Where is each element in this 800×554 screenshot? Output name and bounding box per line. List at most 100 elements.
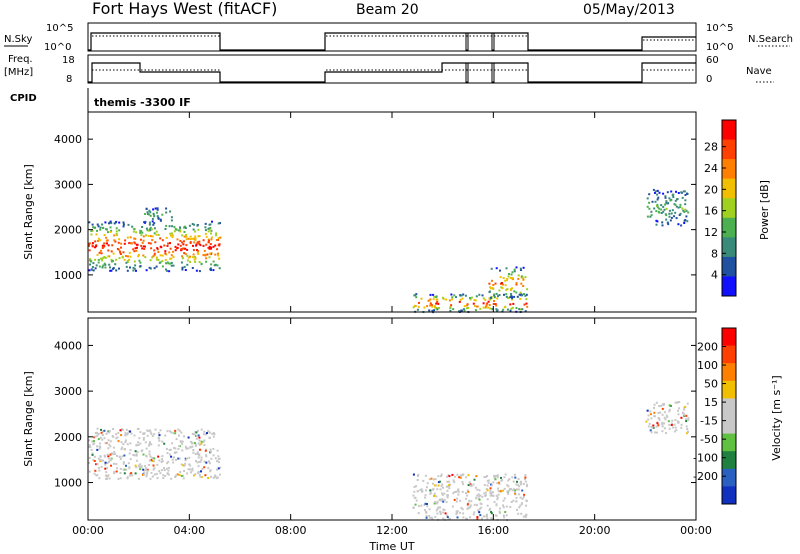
colorbar-segment bbox=[722, 198, 736, 219]
echo-cell bbox=[658, 207, 661, 210]
echo-cell bbox=[172, 255, 175, 258]
echo-cell bbox=[134, 264, 137, 267]
echo-cell bbox=[186, 263, 189, 266]
echo-cell bbox=[677, 192, 680, 194]
echo-cell bbox=[118, 221, 121, 224]
echo-cell bbox=[449, 309, 452, 312]
echo-cell bbox=[187, 237, 190, 240]
echo-cell bbox=[132, 269, 135, 272]
echo-cell bbox=[453, 481, 456, 484]
echo-cell bbox=[490, 267, 493, 270]
echo-cell bbox=[212, 269, 215, 272]
echo-cell bbox=[511, 287, 513, 290]
echo-cell bbox=[149, 431, 152, 434]
echo-cell bbox=[157, 251, 160, 253]
echo-cell bbox=[525, 485, 528, 488]
echo-cell bbox=[462, 512, 465, 515]
echo-cell bbox=[457, 493, 460, 496]
echo-cell bbox=[440, 499, 443, 502]
echo-cell bbox=[511, 277, 514, 280]
echo-cell bbox=[197, 228, 200, 231]
echo-cell bbox=[150, 247, 153, 250]
echo-cell bbox=[110, 458, 112, 461]
echo-cell bbox=[677, 223, 680, 226]
echo-cell bbox=[212, 260, 215, 263]
echo-cell bbox=[652, 188, 655, 191]
echo-cell bbox=[648, 193, 651, 196]
echo-cell bbox=[674, 211, 677, 214]
echo-cell bbox=[90, 230, 93, 232]
echo-cell bbox=[469, 484, 472, 487]
echo-cell bbox=[144, 256, 147, 259]
x-tick-label: 00:00 bbox=[72, 524, 104, 537]
echo-cell bbox=[153, 214, 155, 217]
echo-cell bbox=[190, 471, 192, 474]
echo-cell bbox=[160, 469, 163, 472]
echo-cell bbox=[89, 263, 91, 266]
echo-cell bbox=[487, 481, 490, 484]
echo-cell bbox=[91, 229, 94, 232]
echo-cell bbox=[497, 487, 499, 490]
echo-cell bbox=[193, 474, 195, 477]
echo-cell bbox=[486, 517, 489, 520]
echo-cell bbox=[97, 240, 99, 242]
echo-cell bbox=[151, 217, 154, 220]
echo-cell bbox=[438, 307, 441, 309]
echo-cell bbox=[510, 293, 513, 296]
echo-cell bbox=[481, 294, 484, 297]
echo-cell bbox=[90, 448, 93, 451]
echo-cell bbox=[424, 502, 427, 505]
echo-cell bbox=[109, 221, 112, 224]
echo-cell bbox=[99, 442, 102, 445]
echo-cell bbox=[480, 506, 483, 509]
echo-cell bbox=[191, 467, 194, 470]
echo-cell bbox=[196, 451, 199, 454]
echo-cell bbox=[185, 233, 188, 236]
echo-cell bbox=[165, 262, 167, 265]
echo-cell bbox=[96, 474, 99, 477]
echo-cell bbox=[501, 478, 504, 481]
nsky-trace bbox=[88, 32, 696, 51]
echo-cell bbox=[193, 442, 196, 444]
echo-cell bbox=[212, 476, 215, 479]
echo-cell bbox=[664, 195, 667, 198]
echo-cell bbox=[197, 471, 200, 474]
echo-cell bbox=[100, 249, 102, 252]
echo-cell bbox=[166, 467, 168, 470]
echo-cell bbox=[149, 242, 152, 245]
echo-cell bbox=[476, 488, 479, 491]
colorbar-segment bbox=[722, 380, 736, 399]
echo-cell bbox=[161, 455, 164, 458]
echo-cell bbox=[502, 283, 504, 286]
echo-cell bbox=[104, 474, 107, 477]
echo-cell bbox=[137, 444, 140, 447]
echo-cell bbox=[512, 302, 515, 305]
echo-cell bbox=[479, 494, 482, 497]
echo-cell bbox=[198, 453, 201, 456]
echo-cell bbox=[486, 479, 489, 482]
echo-cell bbox=[158, 470, 161, 473]
echo-cell bbox=[100, 431, 103, 434]
echo-cell bbox=[215, 239, 218, 241]
echo-cell bbox=[99, 228, 102, 231]
echo-cell bbox=[117, 432, 120, 435]
echo-cell bbox=[109, 459, 112, 462]
echo-cell bbox=[122, 251, 125, 254]
echo-cell bbox=[685, 215, 688, 218]
echo-cell bbox=[127, 223, 130, 226]
echo-cell bbox=[148, 266, 151, 269]
echo-cell bbox=[156, 207, 159, 210]
echo-cell bbox=[210, 263, 213, 266]
echo-cell bbox=[431, 488, 434, 491]
echo-cell bbox=[452, 308, 455, 311]
echo-cell bbox=[104, 263, 107, 266]
echo-cell bbox=[202, 254, 205, 257]
echo-cell bbox=[183, 470, 186, 472]
echo-cell bbox=[178, 429, 181, 432]
echo-cell bbox=[208, 239, 210, 242]
echo-cell bbox=[179, 471, 182, 473]
echo-cell bbox=[182, 243, 185, 246]
echo-cell bbox=[173, 225, 176, 228]
echo-cell bbox=[93, 226, 96, 229]
echo-cell bbox=[166, 472, 169, 475]
